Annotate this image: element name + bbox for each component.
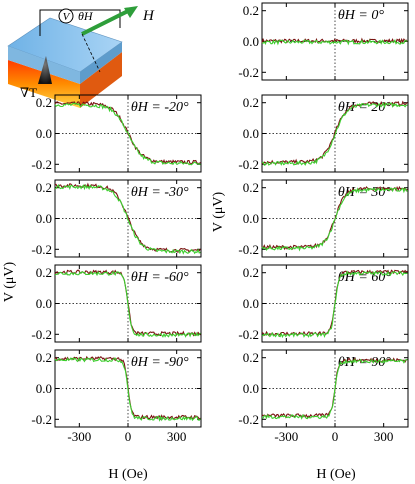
series-curve-green [261, 187, 408, 252]
y-tick-label: 0.2 [243, 3, 259, 18]
y-tick-label: 0.2 [36, 95, 52, 110]
series-curve-green [54, 183, 201, 255]
y-axis-label-left: V (μV) [2, 262, 17, 303]
y-tick-label: 0.2 [36, 265, 52, 280]
panel--20: 0.2 0.0 -0.2 θH = -20° [31, 94, 202, 173]
y-tick-label: 0.0 [243, 126, 259, 141]
x-tick-label: 300 [374, 429, 394, 444]
y-tick-label: -0.2 [31, 242, 52, 257]
panel-angle-label: θH = -90° [131, 355, 189, 370]
schematic-inset: ∇T V H θH [7, 6, 155, 108]
gradient-label: ∇T [20, 85, 37, 100]
y-tick-label: 0.0 [243, 296, 259, 311]
y-tick-label: -0.2 [238, 412, 259, 427]
y-tick-label: 0.2 [243, 350, 259, 365]
voltmeter-label: V [63, 11, 71, 23]
x-tick-label: -300 [67, 429, 91, 444]
series-curve-green [261, 102, 408, 166]
voltmeter-wire [39, 9, 121, 36]
film-side [80, 42, 122, 84]
panel-angle-label: θH = -60° [131, 270, 189, 285]
y-tick-label: 0.0 [36, 211, 52, 226]
y-tick-label: -0.2 [238, 157, 259, 172]
panel-angle-label: θH = -20° [131, 100, 189, 115]
y-tick-label: 0.0 [243, 211, 259, 226]
series-curve-green [54, 102, 201, 166]
field-arrow [81, 8, 131, 36]
x-tick-label: 0 [332, 429, 339, 444]
y-tick-label: -0.2 [238, 242, 259, 257]
y-tick-label: -0.2 [238, 327, 259, 342]
panel-60: 0.20.0-0.2θH = 60° [238, 264, 409, 343]
y-tick-label: 0.0 [36, 126, 52, 141]
probe-tip-icon [38, 56, 52, 84]
panels: 0.20.0-0.2θH = 0°0.20.0-0.2θH = -20° 0.20… [31, 2, 409, 444]
panel-angle-label: θH = 0° [338, 8, 384, 23]
x-axis-label-left: H (Oe) [108, 467, 148, 482]
y-tick-label: 0.2 [243, 95, 259, 110]
panel-angle-label: θH = 90° [338, 355, 391, 370]
series-curve-green [261, 39, 408, 46]
y-tick-label: 0.2 [36, 350, 52, 365]
angle-ref-line [81, 33, 101, 73]
theta-label: θH [78, 9, 94, 23]
panel-30: 0.20.0-0.2θH = 30° [238, 179, 409, 258]
series-curve-green [261, 270, 408, 339]
panel--30: 0.2 0.0 -0.2 θH = -30° [31, 179, 202, 258]
x-tick-label: 300 [167, 429, 187, 444]
field-label: H [142, 8, 155, 24]
series-curve-green [54, 270, 201, 338]
y-tick-label: -0.2 [31, 327, 52, 342]
panel-angle-label: θH = -30° [131, 185, 189, 200]
panel-angle-label: θH = 20° [338, 100, 391, 115]
y-tick-label: -0.2 [31, 157, 52, 172]
y-tick-label: 0.2 [36, 180, 52, 195]
field-arrow-head [124, 6, 138, 18]
panel-90: 0.2 0.0 -0.2 -300 0 300 θH = 90° [238, 349, 409, 444]
voltmeter-icon [58, 8, 74, 24]
series-curve-dark-red [54, 101, 201, 165]
y-tick-label: 0.0 [36, 381, 52, 396]
y-tick-label: 0.0 [36, 296, 52, 311]
panel--60: 0.2 0.0 -0.2 θH = -60° [31, 264, 202, 343]
y-tick-label: 0.0 [243, 34, 259, 49]
panel--90: 0.2 0.0 -0.2 -300 0 300 θH = -90° [31, 349, 202, 444]
y-tick-label: -0.2 [31, 412, 52, 427]
series-curve-green [54, 357, 201, 422]
x-axis-label-right: H (Oe) [316, 467, 356, 482]
y-tick-label: 0.2 [243, 180, 259, 195]
x-tick-label: 0 [125, 429, 132, 444]
panel-20: 0.2 0.0 -0.2 θH = 20° [238, 94, 409, 173]
y-tick-label: 0.2 [243, 265, 259, 280]
y-tick-label: 0.0 [243, 381, 259, 396]
series-curve-green [261, 358, 408, 420]
series-curve-dark-red [261, 100, 408, 165]
y-tick-label: -0.2 [238, 65, 259, 80]
panel-0: 0.2 0.0 -0.2 θH = 0° [238, 2, 409, 81]
x-tick-label: -300 [274, 429, 298, 444]
substrate-side [80, 52, 122, 108]
y-axis-label-right: V (μV) [211, 192, 226, 233]
